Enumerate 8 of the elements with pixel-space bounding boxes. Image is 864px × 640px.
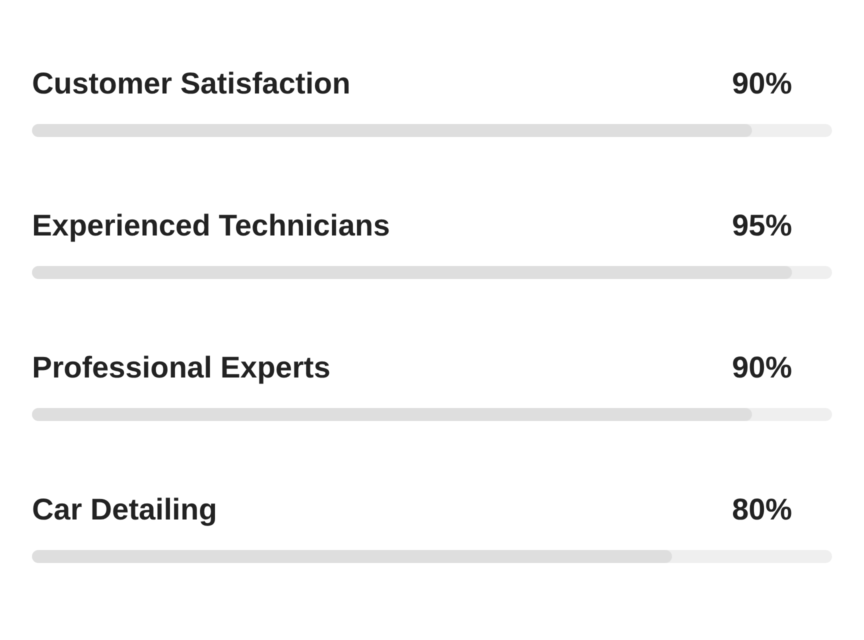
data-label: 90% bbox=[732, 352, 792, 384]
y-tick-label: Car Detailing bbox=[32, 494, 218, 526]
y-tick-label: Experienced Technicians bbox=[32, 210, 390, 242]
data-label: 95% bbox=[732, 210, 792, 242]
data-label: 90% bbox=[732, 68, 792, 100]
y-tick-label: Customer Satisfaction bbox=[32, 68, 350, 100]
y-tick-label: Professional Experts bbox=[32, 352, 330, 384]
data-label: 80% bbox=[732, 494, 792, 526]
